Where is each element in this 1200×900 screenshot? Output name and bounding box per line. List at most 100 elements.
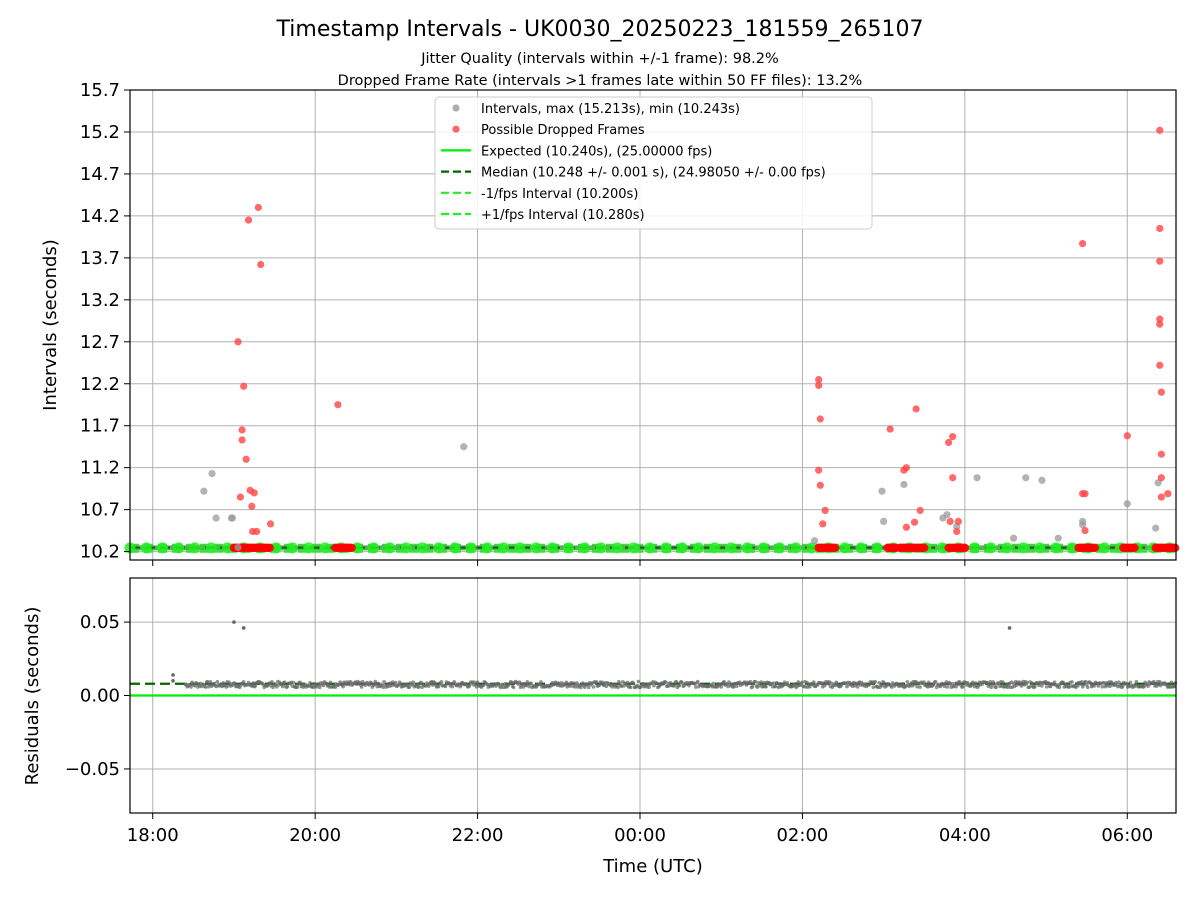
residual-point [961, 685, 965, 689]
interval-point [900, 480, 908, 489]
residual-point [393, 680, 398, 685]
fps-interval-marker [644, 542, 656, 554]
residual-point [203, 685, 208, 689]
dropped-frame-point [1157, 450, 1165, 458]
residual-point [1040, 684, 1044, 688]
residual-point [631, 681, 636, 686]
dropped-frame-point [234, 338, 242, 346]
residual-point [517, 680, 522, 684]
interval-point [460, 443, 468, 451]
fps-interval-marker [173, 542, 185, 554]
interval-point [1054, 534, 1062, 542]
residual-point [933, 679, 938, 684]
residual-point [586, 685, 591, 690]
fps-interval-marker [286, 542, 298, 554]
dropped-frame-point [886, 425, 894, 433]
residual-point [680, 681, 685, 685]
fps-interval-marker [725, 542, 737, 554]
fps-interval-marker [611, 542, 623, 554]
fps-interval-marker [368, 542, 380, 554]
fps-interval-marker [416, 542, 428, 554]
residual-point [889, 685, 894, 689]
residual-point [732, 684, 736, 689]
residual-point [270, 680, 274, 684]
residual-point [1169, 680, 1174, 685]
fps-interval-marker [221, 542, 233, 554]
legend-marker [452, 125, 460, 133]
interval-point [1009, 534, 1018, 542]
residual-point [687, 683, 691, 688]
residual-point [417, 684, 421, 689]
residual-point [918, 685, 922, 689]
residual-point [1046, 681, 1051, 685]
fps-interval-marker [433, 542, 445, 554]
residual-point [1172, 684, 1177, 689]
dropped-frame-point [1156, 315, 1164, 323]
residual-point [359, 685, 364, 689]
intervals-y-tick-label: 10.7 [80, 500, 120, 521]
residual-point [511, 685, 516, 690]
residual-point [762, 680, 766, 685]
intervals-y-tick-label: 11.7 [80, 416, 120, 437]
fps-interval-marker [1001, 542, 1013, 554]
intervals-y-tick-label: 11.2 [80, 458, 120, 479]
fps-interval-marker [628, 542, 640, 554]
residual-point [529, 681, 533, 686]
residual-point [295, 685, 300, 690]
residual-point [282, 680, 287, 684]
interval-point [880, 517, 888, 525]
fps-interval-marker [546, 542, 558, 554]
residual-point [905, 679, 910, 684]
chart-subtitle-dropped: Dropped Frame Rate (intervals >1 frames … [338, 73, 863, 89]
x-tick-label: 18:00 [127, 825, 179, 846]
residual-point [647, 685, 651, 690]
intervals-y-tick-label: 15.7 [80, 80, 120, 101]
residual-point [696, 679, 700, 684]
interval-point [228, 514, 236, 522]
dropped-frame-point [821, 506, 829, 515]
residual-point [992, 681, 996, 686]
residual-point [1100, 684, 1105, 689]
fps-interval-marker [660, 542, 672, 554]
dropped-frame-point [1170, 543, 1180, 553]
residual-point [855, 685, 860, 689]
fps-interval-marker [319, 542, 331, 554]
residual-outlier-point [232, 620, 236, 624]
legend-entry-label: Possible Dropped Frames [481, 123, 645, 138]
dropped-frame-point [816, 481, 824, 489]
residual-point [1085, 685, 1090, 690]
residual-point [616, 685, 620, 690]
intervals-y-axis-label: Intervals (seconds) [40, 239, 61, 411]
dropped-frame-point [257, 260, 265, 269]
residual-point [796, 680, 801, 684]
residual-point [1096, 684, 1101, 688]
fps-interval-marker [969, 542, 981, 554]
interval-point [943, 511, 951, 519]
residual-point [628, 685, 633, 690]
residual-point [808, 684, 812, 689]
dropped-frame-point [1081, 490, 1089, 498]
residual-point [1128, 680, 1133, 685]
interval-point [878, 487, 886, 495]
residual-point [719, 685, 724, 689]
residual-point [241, 680, 246, 684]
dropped-frame-point [244, 216, 253, 224]
fps-interval-marker [692, 542, 704, 554]
residual-point [333, 685, 338, 690]
x-tick-label: 20:00 [289, 825, 341, 846]
residual-point [481, 683, 486, 688]
residual-point [871, 685, 876, 690]
dropped-frame-point [1157, 388, 1165, 396]
intervals-y-tick-label: 14.2 [80, 206, 120, 227]
residual-point [439, 679, 444, 684]
x-tick-label: 06:00 [1101, 825, 1153, 846]
legend: Intervals, max (15.213s), min (10.243s) P… [434, 96, 873, 230]
residual-point [450, 684, 455, 689]
dropped-frame-point [1130, 543, 1139, 553]
residual-point [900, 681, 905, 686]
residual-point [636, 679, 641, 684]
legend-marker [452, 104, 460, 112]
intervals-y-tick-label: 10.2 [80, 542, 120, 563]
residual-point [873, 679, 877, 684]
fps-interval-marker [140, 542, 152, 554]
